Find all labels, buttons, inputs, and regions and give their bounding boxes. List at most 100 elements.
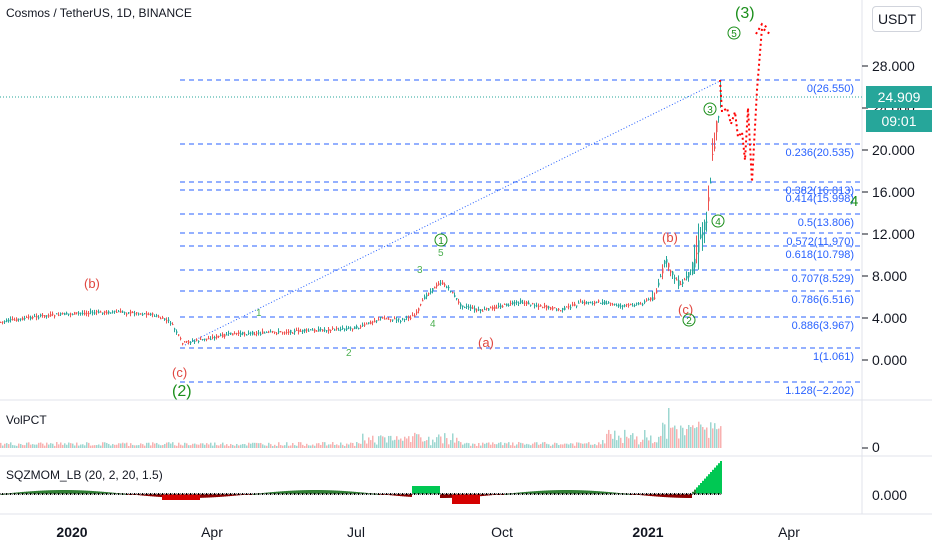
candle-body <box>448 286 450 289</box>
candle-body <box>444 284 446 286</box>
candle-body <box>324 329 326 331</box>
volume-bar <box>408 436 410 448</box>
projection-arrowhead <box>755 22 769 35</box>
momentum-bar <box>442 494 444 498</box>
volume-bar <box>542 442 544 448</box>
currency-button[interactable]: USDT <box>872 6 922 32</box>
squeeze-dot <box>64 493 66 495</box>
squeeze-dot <box>16 493 18 495</box>
volume-bar <box>426 440 428 448</box>
volume-bar <box>80 444 82 448</box>
squeeze-dot <box>568 493 570 495</box>
momentum-bar <box>302 490 304 494</box>
volume-bar <box>218 445 220 448</box>
volume-bar <box>400 438 402 448</box>
momentum-bar <box>582 490 584 494</box>
squeeze-dot <box>652 493 654 495</box>
volume-bar <box>450 440 452 448</box>
squeeze-dot <box>90 493 92 495</box>
wave-projection-path[interactable] <box>719 26 771 183</box>
volume-bar <box>682 427 684 448</box>
wave-label-minor-1: 1 <box>256 308 262 319</box>
squeeze-dot <box>92 493 94 495</box>
time-axis[interactable]: 2020 Apr Jul Oct 2021 Apr <box>56 524 800 540</box>
volume-bar <box>176 445 178 448</box>
candle-body <box>424 296 426 300</box>
symbol-title[interactable]: Cosmos / TetherUS, 1D, BINANCE <box>6 6 192 20</box>
volume-bar <box>574 445 576 448</box>
volume-bar <box>404 436 406 448</box>
candle-body <box>536 305 538 307</box>
momentum-pane-label[interactable]: SQZMOM_LB (20, 2, 20, 1.5) <box>6 468 163 482</box>
fib-retracement[interactable]: 0(26.550) 0.236(20.535) 0.382(16.813)0.414… <box>180 79 862 397</box>
squeeze-dot <box>632 493 634 495</box>
momentum-bar <box>450 494 452 498</box>
squeeze-dot <box>346 493 348 495</box>
candle-body <box>350 327 352 329</box>
candle-body <box>544 305 546 308</box>
squeeze-dot <box>106 493 108 495</box>
candle-body <box>132 312 134 314</box>
volume-bar <box>550 445 552 448</box>
candle-body <box>104 311 106 313</box>
volume-bar <box>214 442 216 448</box>
squeeze-dot <box>62 493 64 495</box>
volume-bar <box>502 445 504 448</box>
candle-body <box>354 326 356 330</box>
momentum-bar <box>682 494 684 498</box>
wave-label-big-3: (3) <box>735 5 755 22</box>
squeeze-dot <box>4 493 6 495</box>
momentum-bar <box>594 490 596 494</box>
volume-bar <box>150 445 152 448</box>
candle-body <box>678 280 680 286</box>
volume-histogram[interactable] <box>0 408 722 448</box>
momentum-bar <box>50 490 52 494</box>
fib-level-label: 1(1.061) <box>813 351 854 363</box>
volume-bar <box>274 444 276 448</box>
volume-bar <box>358 443 360 448</box>
volume-bar <box>526 443 528 448</box>
candle-body <box>322 329 324 332</box>
squeeze-dot <box>178 493 180 495</box>
momentum-bar <box>448 494 450 498</box>
volume-bar <box>344 445 346 448</box>
volume-bar <box>114 444 116 448</box>
elliott-wave-labels[interactable]: (3) (2) 4 (b) (c) (a) (b) (c) 1 2 3 4 5 … <box>84 5 858 400</box>
candle-body <box>4 321 6 323</box>
volume-bar <box>644 430 646 448</box>
volume-bar <box>42 443 44 448</box>
squeeze-dot <box>476 493 478 495</box>
momentum-bar <box>154 494 156 497</box>
squeeze-dot <box>712 493 714 495</box>
candle-body <box>138 313 140 315</box>
candlestick-series[interactable] <box>0 81 722 346</box>
candle-body <box>380 317 382 319</box>
squeeze-dot <box>122 493 124 495</box>
squeeze-dot <box>484 493 486 495</box>
volume-bar <box>126 442 128 448</box>
candle-body <box>146 313 148 316</box>
squeeze-dot <box>30 493 32 495</box>
volume-bar <box>46 442 48 448</box>
momentum-bar <box>556 490 558 494</box>
squeeze-dot <box>348 493 350 495</box>
squeeze-dot <box>230 493 232 495</box>
squeeze-dot <box>452 493 454 495</box>
candle-body <box>674 277 676 280</box>
fib-level-label: 0.5(13.806) <box>798 217 854 229</box>
volume-bar <box>536 442 538 448</box>
volume-pane-label[interactable]: VolPCT <box>6 413 47 427</box>
wave-label-b-left: (b) <box>84 276 100 291</box>
candle-body <box>18 318 20 320</box>
price-axis[interactable]: 28.00024.00020.00016.00012.0008.0004.000… <box>862 58 915 368</box>
squeeze-dot <box>638 493 640 495</box>
squeeze-momentum-histogram[interactable] <box>0 461 722 504</box>
trend-line[interactable] <box>184 79 723 346</box>
volume-bar <box>78 445 80 448</box>
candle-body <box>2 321 4 323</box>
momentum-bar <box>296 490 298 494</box>
squeeze-dot <box>644 493 646 495</box>
candle-body <box>538 305 540 307</box>
candle-body <box>558 308 560 310</box>
